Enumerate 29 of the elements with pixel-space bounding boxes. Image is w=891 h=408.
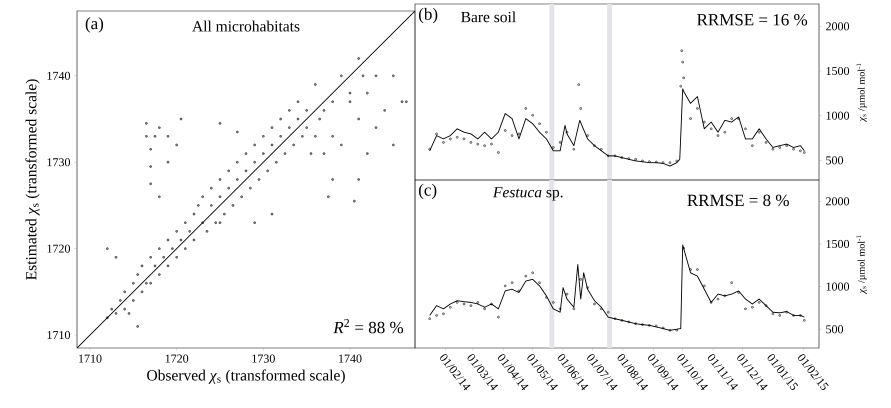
y-axis-title: Estimated χ$_{s}$ (transformed scale): [25, 79, 40, 280]
y-tick-label: 500: [826, 156, 844, 164]
x-tick-label: 1710: [79, 354, 102, 363]
y-tick-label: 2000: [826, 197, 850, 206]
annotation: (c): [418, 184, 436, 200]
annotation: R$^{2}$ = 88 %: [333, 318, 404, 334]
annotation: (b): [418, 8, 438, 24]
y-tick-label: 1740: [48, 72, 70, 80]
y-tick-label: 2000: [826, 22, 850, 30]
x-tick-label: 1720: [166, 354, 188, 363]
x-tick-label: 1730: [252, 354, 275, 363]
y-axis-title: χ$_{s}$ /µmol mol$^{-1}$: [856, 64, 867, 122]
annotation: (a): [86, 17, 104, 33]
y-tick-label: 1710: [48, 330, 70, 340]
y-tick-label: 1500: [826, 240, 850, 248]
y-tick-label: 1720: [48, 244, 70, 253]
y-axis-title: χ$_{s}$ /µmol mol$^{-1}$: [856, 236, 867, 294]
chart-title: Bare soil: [461, 11, 516, 22]
annotation: RRMSE = 16 %: [697, 14, 808, 26]
chart-title: All microhabitats: [192, 20, 300, 32]
y-tick-label: 1500: [826, 66, 850, 76]
y-tick-label: 1000: [826, 112, 850, 120]
annotation: RRMSE = 8 %: [687, 194, 789, 206]
x-tick-label: 1740: [339, 354, 362, 363]
y-tick-label: 500: [826, 325, 844, 334]
y-tick-label: 1730: [48, 158, 70, 166]
x-axis-title: Observed χ$_{s}$ (transformed scale): [147, 369, 345, 384]
y-tick-label: 1000: [826, 282, 850, 291]
chart-title: Festuca sp.: [492, 187, 563, 201]
